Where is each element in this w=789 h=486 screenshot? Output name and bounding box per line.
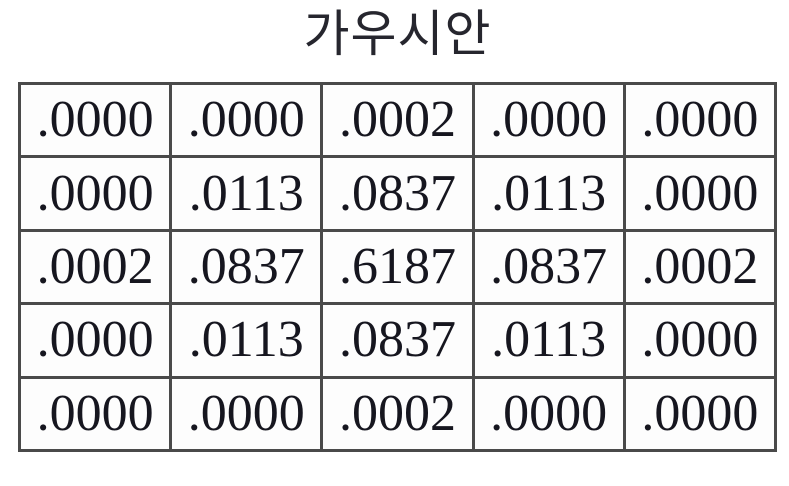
kernel-cell: .0002 [17,228,173,306]
kernel-cell: .0002 [622,228,778,306]
kernel-cell: .0113 [169,302,324,379]
kernel-cell: .0000 [17,302,173,379]
kernel-cell: .0002 [320,375,475,453]
table-row: .0002.0837.6187.0837.0002 [17,228,778,306]
kernel-cell: .0837 [320,155,475,232]
kernel-cell: .0000 [622,375,778,453]
kernel-cell: .0113 [471,302,626,379]
kernel-cell: .0000 [471,375,626,453]
table-row: .0000.0000.0002.0000.0000 [17,81,778,159]
kernel-cell: .0000 [17,155,173,232]
kernel-cell: .0113 [169,155,324,232]
kernel-cell: .0000 [471,81,626,159]
kernel-cell: .0000 [622,302,778,379]
kernel-cell: .0000 [169,375,324,453]
kernel-table-body: .0000.0000.0002.0000.0000.0000.0113.0837… [17,81,778,453]
kernel-cell: .0000 [17,81,173,159]
kernel-cell: .0000 [169,81,324,159]
table-row: .0000.0113.0837.0113.0000 [17,302,778,379]
table-row: .0000.0000.0002.0000.0000 [17,375,778,453]
kernel-cell: .0000 [622,155,778,232]
kernel-cell: .0837 [471,228,626,306]
kernel-cell: .0002 [320,81,475,159]
table-row: .0000.0113.0837.0113.0000 [17,155,778,232]
kernel-cell: .0837 [169,228,324,306]
kernel-cell: .0000 [622,81,778,159]
gaussian-kernel-table: .0000.0000.0002.0000.0000.0000.0113.0837… [17,81,778,453]
kernel-cell: .6187 [320,228,475,306]
kernel-cell: .0837 [320,302,475,379]
kernel-cell: .0113 [471,155,626,232]
kernel-cell: .0000 [17,375,173,453]
figure-title: 가우시안 [303,6,492,62]
